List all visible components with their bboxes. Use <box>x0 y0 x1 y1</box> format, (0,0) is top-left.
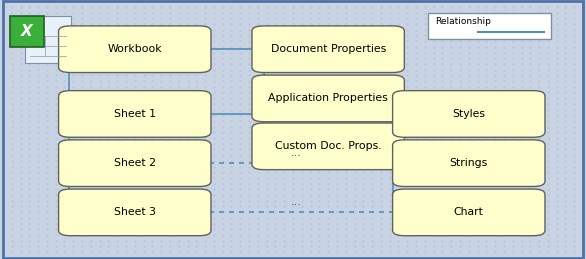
Text: Sheet 1: Sheet 1 <box>114 109 156 119</box>
FancyBboxPatch shape <box>393 91 545 137</box>
Text: X: X <box>21 24 33 39</box>
Text: Styles: Styles <box>452 109 485 119</box>
FancyBboxPatch shape <box>252 75 404 122</box>
Text: Document Properties: Document Properties <box>271 44 386 54</box>
FancyBboxPatch shape <box>252 26 404 73</box>
Text: ...: ... <box>291 197 301 207</box>
Text: Custom Doc. Props.: Custom Doc. Props. <box>275 141 381 151</box>
FancyBboxPatch shape <box>393 140 545 186</box>
FancyBboxPatch shape <box>393 189 545 236</box>
FancyBboxPatch shape <box>59 189 211 236</box>
Text: Chart: Chart <box>454 207 483 217</box>
Text: Strings: Strings <box>449 158 488 168</box>
Text: Sheet 3: Sheet 3 <box>114 207 156 217</box>
Text: ...: ... <box>291 148 301 158</box>
FancyBboxPatch shape <box>59 91 211 137</box>
FancyBboxPatch shape <box>10 16 44 47</box>
Text: Sheet 2: Sheet 2 <box>114 158 156 168</box>
Text: Relationship: Relationship <box>435 17 490 26</box>
FancyBboxPatch shape <box>59 140 211 186</box>
FancyBboxPatch shape <box>25 16 71 63</box>
Text: Workbook: Workbook <box>107 44 162 54</box>
FancyBboxPatch shape <box>428 13 551 39</box>
FancyBboxPatch shape <box>59 26 211 73</box>
Text: Application Properties: Application Properties <box>268 93 388 103</box>
FancyBboxPatch shape <box>252 123 404 170</box>
